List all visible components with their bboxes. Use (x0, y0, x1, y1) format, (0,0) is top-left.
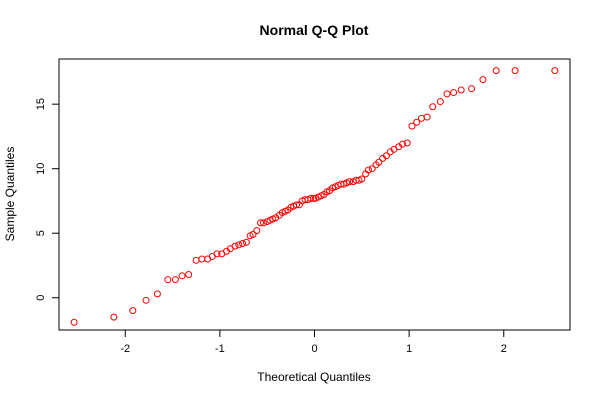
data-point (171, 276, 179, 284)
data-point (358, 175, 366, 183)
data-point (443, 90, 451, 98)
y-axis-label: Sample Quantiles (3, 147, 17, 242)
data-point (110, 313, 118, 321)
data-point (457, 86, 465, 94)
data-point (479, 76, 487, 84)
data-point (239, 240, 247, 248)
data-point (178, 272, 186, 280)
data-point (375, 158, 383, 166)
y-axis: 0 5 10 15 (35, 98, 60, 301)
data-point (310, 194, 318, 202)
data-point (249, 231, 257, 239)
data-point (417, 114, 425, 122)
y-tick-label: 5 (35, 230, 47, 236)
data-point (293, 201, 301, 209)
data-point (492, 67, 500, 75)
data-point (423, 113, 431, 121)
x-tick-label: -2 (120, 343, 130, 355)
data-point (259, 219, 267, 227)
data-points (70, 67, 559, 326)
data-point (142, 296, 150, 304)
y-tick-label: 15 (35, 98, 47, 110)
chart-title: Normal Q-Q Plot (260, 22, 369, 38)
data-point (450, 89, 458, 97)
data-point (399, 140, 407, 148)
data-point (436, 98, 444, 106)
x-tick-label: 2 (501, 343, 507, 355)
data-point (164, 276, 172, 284)
y-tick-label: 0 (35, 295, 47, 301)
y-tick-label: 10 (35, 163, 47, 175)
data-point (382, 152, 390, 160)
data-point (253, 227, 261, 235)
data-point (185, 271, 193, 279)
x-axis-label: Theoretical Quantiles (257, 370, 370, 384)
data-point (551, 67, 559, 75)
data-point (408, 122, 416, 130)
data-point (511, 67, 519, 75)
data-point (307, 194, 315, 202)
x-axis: -2 -1 0 1 2 (120, 329, 507, 355)
plot-frame (58, 58, 571, 331)
data-point (413, 118, 421, 126)
x-tick-label: -1 (215, 343, 225, 355)
data-point (257, 219, 265, 227)
data-point (213, 250, 221, 258)
data-point (403, 139, 411, 147)
data-point (242, 238, 250, 246)
data-point (198, 255, 206, 263)
data-point (235, 241, 243, 249)
x-tick-label: 0 (311, 343, 317, 355)
x-tick-label: 1 (406, 343, 412, 355)
data-point (364, 166, 372, 174)
data-point (368, 165, 376, 173)
data-point (129, 307, 137, 315)
data-point (429, 103, 437, 111)
data-point (192, 256, 200, 264)
data-point (70, 318, 78, 326)
data-point (153, 290, 161, 298)
data-point (231, 242, 239, 250)
data-point (468, 85, 476, 93)
data-point (346, 178, 354, 186)
